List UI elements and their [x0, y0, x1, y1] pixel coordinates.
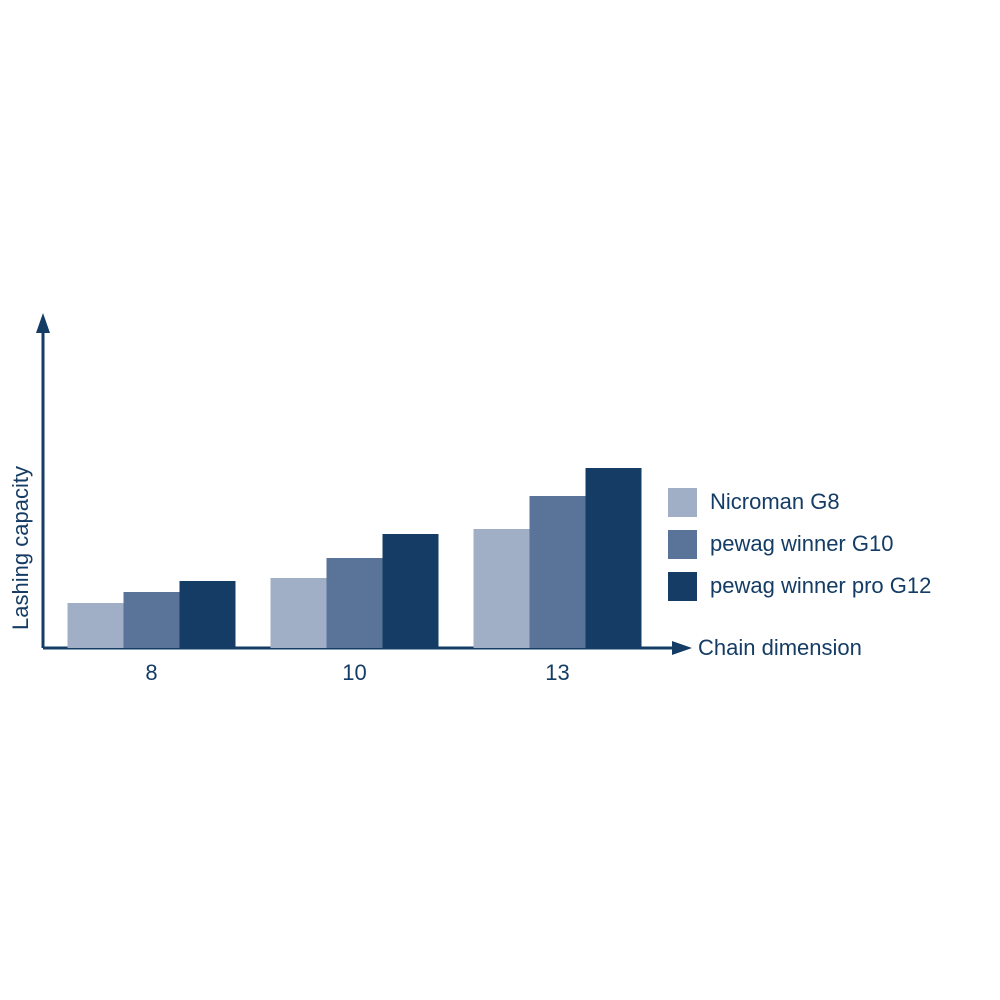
bar [473, 529, 530, 648]
bar [326, 558, 383, 648]
bar [382, 534, 439, 648]
bar [67, 603, 124, 648]
x-axis-label: Chain dimension [698, 635, 862, 660]
legend-swatch [668, 572, 697, 601]
bar [123, 592, 180, 648]
legend-swatch [668, 530, 697, 559]
x-tick-label: 8 [145, 660, 157, 685]
legend-label: pewag winner pro G12 [710, 573, 931, 598]
x-axis-arrow [672, 641, 692, 655]
x-tick-label: 10 [342, 660, 366, 685]
bar [179, 581, 236, 648]
x-tick-label: 13 [545, 660, 569, 685]
bar [270, 578, 327, 648]
y-axis-arrow [36, 313, 50, 333]
bar [585, 468, 642, 648]
y-axis-label: Lashing capacity [8, 466, 33, 630]
bar [529, 496, 586, 648]
legend-swatch [668, 488, 697, 517]
legend-label: pewag winner G10 [710, 531, 893, 556]
legend-label: Nicroman G8 [710, 489, 840, 514]
